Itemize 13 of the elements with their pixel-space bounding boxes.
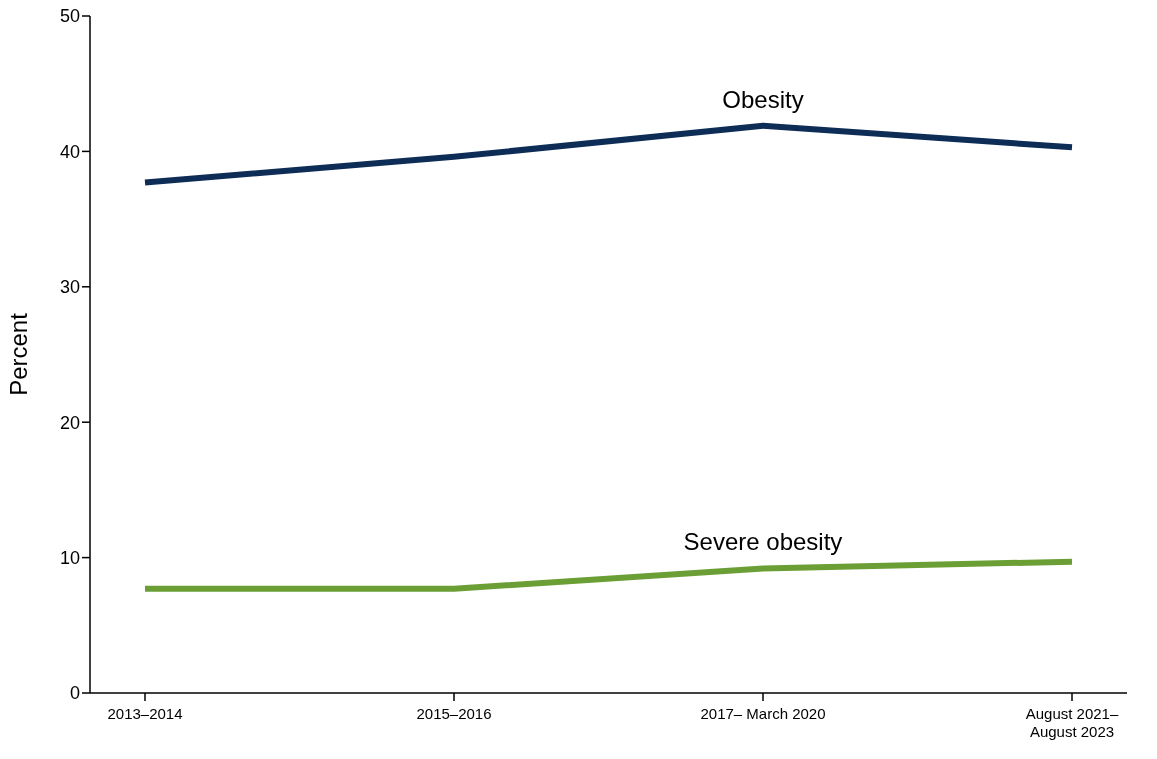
x-tick-label: 2017– March 2020 [700,705,826,722]
series-label: Obesity [722,85,804,113]
y-tick-label: 10 [59,547,80,568]
x-tick-label: 2013–2014 [107,705,183,722]
y-axis-title: Percent [4,312,32,396]
x-tick-label: August 2021– August 2023 [1025,705,1119,740]
series-label: Severe obesity [683,528,843,556]
y-tick-label: 20 [59,412,80,433]
y-tick-label: 0 [69,683,80,704]
y-tick-label: 50 [59,6,80,27]
y-tick-label: 30 [59,277,80,298]
x-tick-label: 2015–2016 [416,705,492,722]
y-tick-label: 40 [59,141,80,162]
